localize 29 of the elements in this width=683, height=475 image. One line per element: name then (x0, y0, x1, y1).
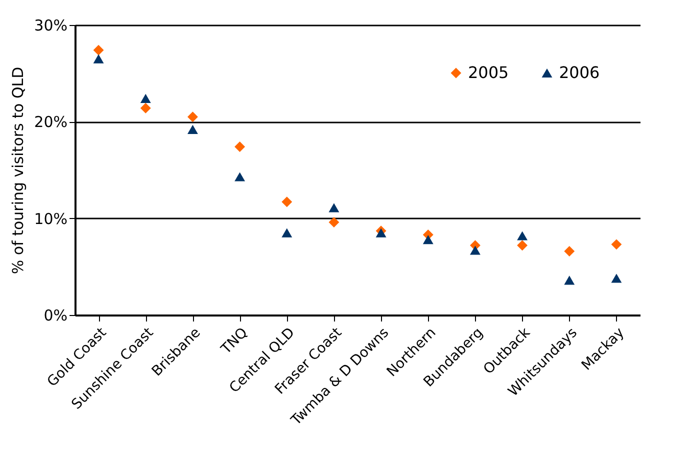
point (93, 44, 104, 56)
point (234, 172, 246, 182)
legend-label: 2006 (559, 63, 600, 82)
point (611, 239, 622, 250)
y-tick-label: 20% (34, 113, 68, 132)
point (517, 231, 528, 240)
y-tick-label: 10% (34, 210, 68, 228)
legend-label: 2005 (468, 63, 509, 82)
point (328, 203, 340, 212)
point (282, 228, 292, 238)
point (187, 124, 198, 134)
point (470, 246, 480, 255)
point (282, 196, 292, 208)
point (93, 54, 104, 64)
point (140, 94, 151, 104)
point (611, 274, 622, 283)
y-axis-title: % of touring visitors to QLD (9, 66, 28, 274)
point (376, 228, 386, 238)
point (140, 102, 151, 114)
y-tick-label: 0% (44, 306, 68, 324)
point (517, 240, 528, 251)
point (328, 216, 340, 228)
point (564, 276, 575, 285)
point (187, 112, 198, 122)
x-tick-label: TNQ (218, 324, 251, 358)
point (422, 235, 434, 244)
y-tick-label: 30% (34, 16, 68, 34)
point (564, 246, 575, 256)
point (234, 142, 246, 152)
